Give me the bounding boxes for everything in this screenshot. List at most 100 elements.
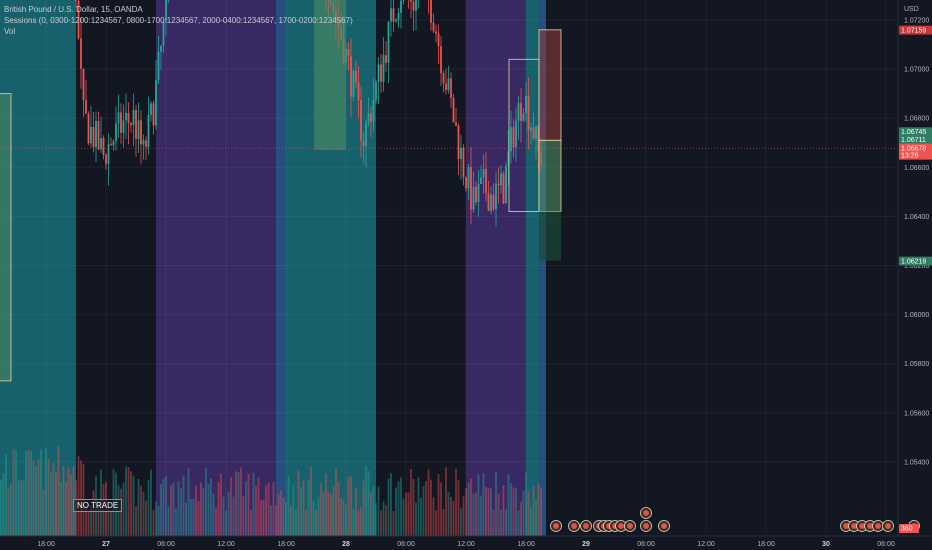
candle[interactable]: [97, 120, 100, 150]
candle[interactable]: [115, 123, 117, 142]
candle[interactable]: [380, 64, 382, 82]
candle[interactable]: [150, 103, 152, 115]
candle[interactable]: [162, 22, 165, 46]
candle[interactable]: [450, 78, 452, 99]
candle[interactable]: [390, 8, 392, 22]
price-axis[interactable]: [898, 0, 932, 550]
candle[interactable]: [490, 194, 492, 211]
candle[interactable]: [105, 154, 107, 164]
candle[interactable]: [120, 112, 122, 133]
candle[interactable]: [142, 140, 145, 145]
candle[interactable]: [512, 127, 515, 148]
candle[interactable]: [517, 103, 520, 121]
candle[interactable]: [507, 151, 510, 166]
candle[interactable]: [522, 112, 525, 121]
candle[interactable]: [157, 51, 160, 80]
time-axis[interactable]: [0, 536, 932, 550]
candle[interactable]: [107, 144, 110, 164]
candle[interactable]: [372, 99, 375, 122]
candle[interactable]: [480, 177, 482, 185]
legend-volume[interactable]: Vol: [4, 27, 16, 36]
candle[interactable]: [465, 177, 467, 189]
candle[interactable]: [135, 110, 137, 139]
candle[interactable]: [502, 173, 505, 204]
candle[interactable]: [505, 165, 507, 204]
candle[interactable]: [435, 31, 437, 34]
candle[interactable]: [537, 126, 540, 152]
candle[interactable]: [415, 0, 417, 11]
position-box[interactable]: [539, 211, 561, 261]
candle[interactable]: [520, 103, 522, 121]
candle[interactable]: [527, 96, 530, 131]
candle[interactable]: [137, 120, 140, 139]
candle[interactable]: [475, 186, 477, 202]
candle[interactable]: [147, 114, 150, 147]
candle[interactable]: [532, 127, 535, 139]
legend-symbol[interactable]: British Pound / U.S. Dollar, 15, OANDA: [4, 5, 143, 14]
corner-badge[interactable]: [899, 524, 919, 533]
candle[interactable]: [352, 70, 355, 97]
candle[interactable]: [445, 83, 447, 91]
position-box[interactable]: [0, 93, 12, 382]
candle[interactable]: [440, 46, 442, 74]
candle[interactable]: [395, 20, 397, 22]
candle[interactable]: [112, 141, 115, 146]
candle[interactable]: [402, 0, 405, 1]
candle[interactable]: [385, 55, 387, 63]
candle[interactable]: [495, 183, 497, 210]
candle[interactable]: [347, 49, 350, 57]
candle[interactable]: [95, 120, 97, 148]
candle[interactable]: [442, 73, 445, 84]
candle[interactable]: [500, 173, 502, 186]
candle[interactable]: [132, 110, 135, 126]
candle[interactable]: [127, 112, 130, 124]
candle[interactable]: [377, 64, 380, 82]
candle[interactable]: [370, 113, 372, 122]
candle[interactable]: [82, 68, 85, 101]
candle[interactable]: [470, 167, 472, 210]
candle[interactable]: [125, 112, 127, 121]
candle[interactable]: [535, 126, 537, 139]
position-box[interactable]: [314, 0, 346, 151]
candle[interactable]: [412, 1, 415, 11]
candle[interactable]: [140, 120, 142, 145]
candle[interactable]: [355, 70, 357, 83]
candle[interactable]: [160, 45, 162, 52]
candle[interactable]: [525, 96, 527, 113]
candle[interactable]: [487, 193, 490, 211]
candle[interactable]: [110, 144, 112, 146]
position-box[interactable]: [538, 139, 562, 212]
candle[interactable]: [400, 0, 402, 13]
candle[interactable]: [122, 120, 125, 133]
legend-sessions[interactable]: Sessions (0, 0300-1200:1234567, 0800-170…: [4, 16, 353, 25]
candle[interactable]: [462, 147, 465, 178]
candle[interactable]: [85, 100, 87, 114]
candle[interactable]: [510, 127, 512, 152]
candle[interactable]: [485, 168, 487, 194]
candle[interactable]: [350, 56, 352, 97]
candle[interactable]: [365, 122, 367, 147]
candle[interactable]: [472, 186, 475, 210]
candle[interactable]: [392, 8, 395, 22]
candle[interactable]: [460, 147, 462, 159]
candle[interactable]: [382, 55, 385, 82]
candle[interactable]: [430, 0, 432, 23]
candle[interactable]: [452, 98, 455, 123]
candle[interactable]: [530, 127, 532, 131]
candle[interactable]: [497, 183, 500, 186]
candle[interactable]: [437, 33, 440, 47]
candle[interactable]: [447, 78, 450, 91]
candle[interactable]: [477, 184, 480, 202]
candle[interactable]: [397, 12, 400, 21]
candle[interactable]: [117, 112, 120, 124]
candle[interactable]: [100, 138, 102, 150]
candle[interactable]: [387, 21, 390, 63]
candle[interactable]: [77, 0, 80, 39]
candle[interactable]: [492, 194, 495, 210]
candle[interactable]: [87, 113, 90, 144]
candle[interactable]: [152, 103, 155, 126]
candle[interactable]: [455, 122, 457, 126]
candle[interactable]: [80, 38, 82, 69]
candle[interactable]: [155, 79, 157, 126]
